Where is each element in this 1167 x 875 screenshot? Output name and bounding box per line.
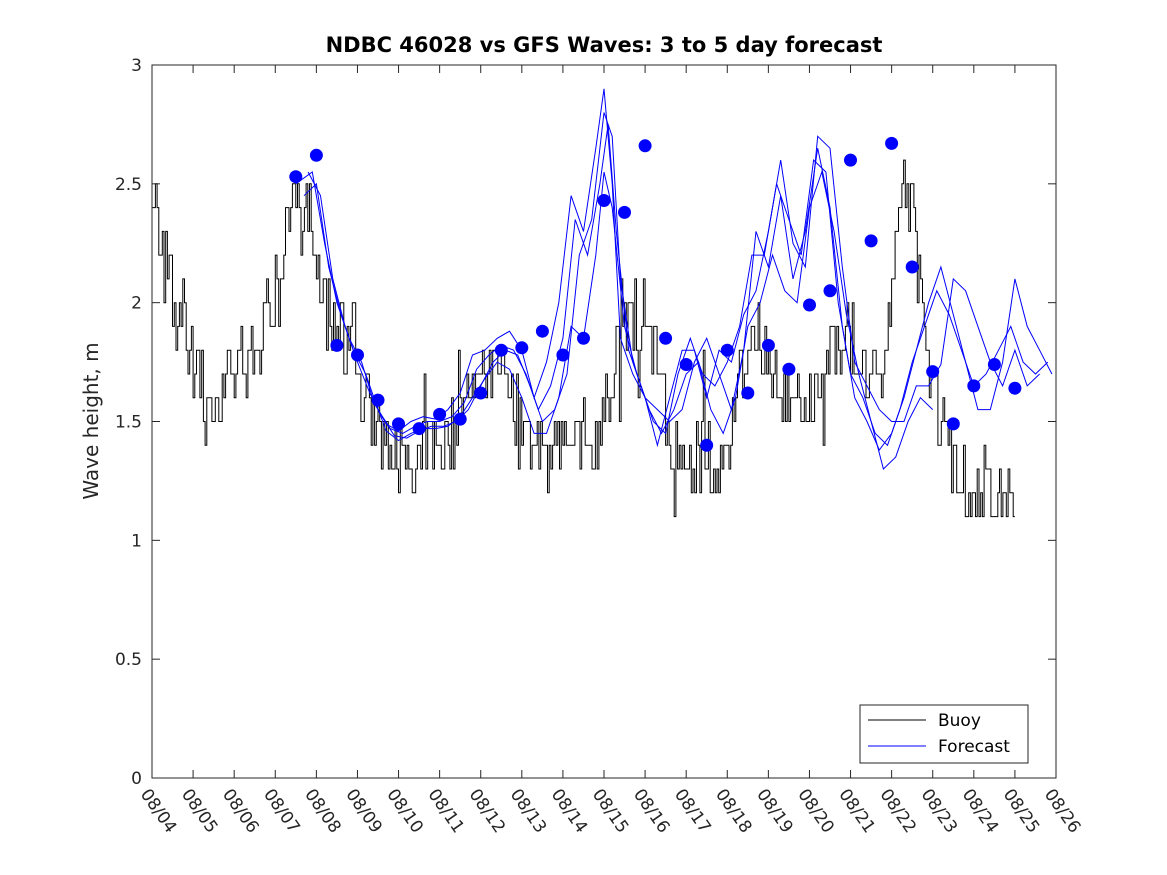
forecast-marker xyxy=(700,438,714,452)
legend-buoy-label: Buoy xyxy=(938,711,981,731)
forecast-line-2 xyxy=(303,124,1049,447)
forecast-marker xyxy=(618,205,631,219)
legend: Buoy Forecast xyxy=(859,704,1029,764)
forecast-marker xyxy=(987,358,1001,371)
forecast-marker xyxy=(371,393,385,407)
forecast-marker xyxy=(577,331,590,345)
forecast-marker xyxy=(659,331,673,345)
forecast-series-group xyxy=(295,88,1053,470)
forecast-marker xyxy=(720,343,734,357)
y-tick-label: 1.5 xyxy=(115,413,142,433)
y-tick-label: 0.5 xyxy=(115,650,142,670)
forecast-marker xyxy=(515,341,529,355)
forecast-marker xyxy=(905,260,919,274)
forecast-marker xyxy=(309,148,323,162)
forecast-marker xyxy=(412,422,426,436)
forecast-marker xyxy=(351,348,364,362)
forecast-line-3 xyxy=(307,112,1053,451)
forecast-marker xyxy=(556,348,570,362)
forecast-marker xyxy=(803,298,816,312)
forecast-line-4 xyxy=(373,170,934,470)
forecast-marker xyxy=(823,284,837,298)
forecast-marker xyxy=(453,412,467,426)
forecast-marker xyxy=(330,338,344,352)
forecast-marker xyxy=(761,338,775,352)
buoy-series xyxy=(152,159,1015,518)
y-tick-label: 3 xyxy=(131,56,142,76)
forecast-marker xyxy=(289,170,303,184)
forecast-marker xyxy=(741,386,755,400)
y-tick-label: 1 xyxy=(131,531,142,551)
legend-forecast-label: Forecast xyxy=(938,737,1010,757)
forecast-marker xyxy=(638,139,652,153)
forecast-marker xyxy=(885,136,899,150)
y-axis: 0 0.5 1 1.5 2 2.5 3 xyxy=(115,56,1056,789)
forecast-marker xyxy=(535,324,549,338)
buoy-line xyxy=(152,159,1015,518)
forecast-marker xyxy=(392,417,405,431)
y-tick-label: 2.5 xyxy=(115,175,142,195)
forecast-marker xyxy=(844,153,857,167)
forecast-marker xyxy=(967,379,981,393)
y-tick-label: 0 xyxy=(131,769,142,789)
y-tick-label: 2 xyxy=(131,294,142,314)
forecast-marker xyxy=(494,343,508,357)
forecast-line-1 xyxy=(295,88,1040,448)
forecast-marker xyxy=(864,234,878,248)
forecast-marker xyxy=(946,417,960,431)
forecast-marker xyxy=(679,358,693,371)
forecast-marker xyxy=(782,362,796,376)
forecast-marker xyxy=(597,194,611,207)
forecast-markers xyxy=(289,136,1022,452)
forecast-marker xyxy=(474,386,488,400)
forecast-marker xyxy=(1008,381,1022,395)
y-axis-label: Wave height, m xyxy=(79,342,103,499)
legend-box xyxy=(859,704,1029,764)
chart-title: NDBC 46028 vs GFS Waves: 3 to 5 day fore… xyxy=(326,33,883,57)
forecast-marker xyxy=(433,407,447,421)
forecast-marker xyxy=(926,365,940,379)
